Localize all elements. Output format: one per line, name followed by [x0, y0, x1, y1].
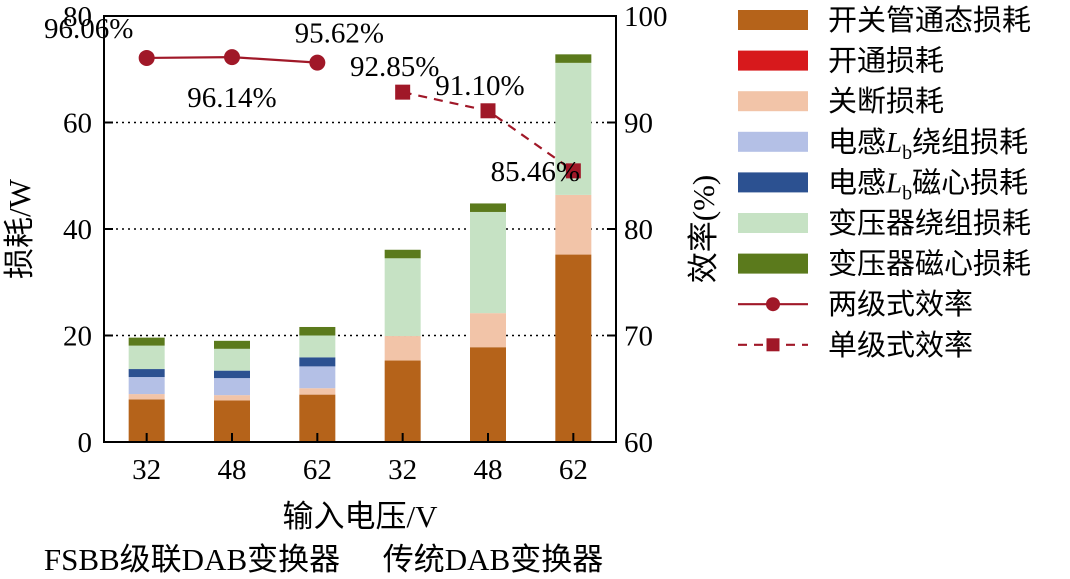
bar-segment-s5-c4	[470, 211, 506, 314]
bar-segment-s2-c1	[214, 395, 250, 401]
bar-segment-s6-c2	[299, 326, 336, 336]
legend-swatch-6	[738, 253, 808, 274]
bar-segment-s4-c0	[128, 369, 165, 378]
legend-label-1: 开通损耗	[828, 45, 944, 78]
bar-segment-s0-c4	[470, 347, 506, 442]
efficiency-data-label: 96.06%	[44, 13, 133, 45]
bar-segment-s2-c2	[299, 388, 336, 395]
legend-label-3: 电感Lb绕组损耗	[828, 126, 1028, 164]
x-tick-label: 62	[559, 454, 588, 486]
grid-lines	[104, 121, 616, 337]
bar-segment-s2-c0	[128, 394, 165, 400]
efficiency-data-label: 91.10%	[435, 70, 524, 102]
y-tick-label-right: 70	[624, 321, 653, 353]
bar-segment-s2-c4	[470, 313, 506, 348]
bar-segment-s3-c2	[299, 366, 336, 389]
bar-segment-s6-c1	[214, 340, 250, 349]
y-tick-label-left: 40	[63, 214, 92, 246]
efficiency-data-label: 85.46%	[491, 156, 580, 188]
y-tick-label-right: 90	[624, 108, 653, 140]
efficiency-data-label: 96.14%	[187, 82, 276, 114]
bar-segment-s6-c5	[555, 54, 592, 63]
bar-segment-s5-c0	[128, 345, 165, 370]
legend-swatch-2	[738, 91, 808, 112]
x-tick-label: 32	[388, 454, 417, 486]
y-tick-label-left: 0	[78, 427, 93, 459]
x-tick-label: 32	[132, 454, 161, 486]
bar-segment-s0-c5	[555, 254, 592, 442]
legend-label-8: 单级式效率	[828, 329, 973, 362]
y-tick-label-left: 80	[63, 1, 92, 33]
bar-segment-s4-c1	[214, 370, 250, 379]
y-axis-label-left: 损耗/W	[2, 178, 37, 279]
bar-segment-s3-c0	[128, 377, 165, 395]
efficiency-data-label: 95.62%	[295, 18, 384, 50]
x-tick-label: 62	[303, 454, 332, 486]
efficiency-point-0-2	[309, 54, 326, 71]
y-tick-label-left: 60	[63, 108, 92, 140]
legend-swatch-0	[738, 10, 808, 30]
bar-segment-s6-c3	[384, 249, 421, 259]
group-label-fsbb: FSBB级联DAB变换器	[44, 542, 340, 577]
bar-segment-s5-c2	[299, 335, 336, 358]
legend-swatch-3	[738, 131, 808, 152]
bar-segment-s6-c4	[470, 203, 506, 212]
efficiency-point-1-1	[480, 103, 496, 119]
bar-segment-s5-c1	[214, 348, 250, 371]
legend-label-5: 变压器绕组损耗	[828, 207, 1031, 240]
bar-segment-s2-c3	[384, 336, 421, 361]
y-axis-label-right: 效率(%)	[686, 175, 721, 283]
efficiency-point-1-2	[565, 163, 581, 179]
bar-segment-s5-c3	[384, 258, 421, 337]
legend-swatch-4	[738, 172, 808, 193]
y-tick-label-right: 100	[624, 1, 668, 33]
efficiency-data-label: 92.85%	[350, 51, 439, 83]
efficiency-lines: 96.06% 96.14% 95.62%92.85%91.10% 85.46%	[44, 13, 581, 188]
bar-segment-s2-c5	[555, 194, 592, 255]
legend-marker-8	[766, 338, 780, 352]
legend-marker-7	[766, 297, 780, 312]
legend: 开关管通态损耗开通损耗关断损耗电感Lb绕组损耗电感Lb磁心损耗变压器绕组损耗变压…	[738, 4, 1031, 362]
legend-label-0: 开关管通态损耗	[828, 4, 1031, 37]
y-tick-label-left: 20	[63, 321, 92, 353]
legend-label-2: 关断损耗	[828, 85, 944, 118]
legend-swatch-5	[738, 213, 808, 233]
x-tick-label: 48	[474, 454, 503, 486]
x-tick-label: 48	[218, 454, 247, 486]
efficiency-point-0-1	[224, 49, 240, 66]
axes: 0 20 40 60 80 60 70 80 90 100 32 48 62 32 48 62	[63, 1, 668, 486]
legend-label-4: 电感Lb磁心损耗	[828, 166, 1028, 204]
efficiency-point-1-0	[395, 84, 411, 100]
legend-label-6: 变压器磁心损耗	[828, 248, 1031, 281]
efficiency-point-0-0	[138, 49, 155, 66]
y-tick-label-right: 60	[624, 427, 653, 459]
bar-segment-s6-c0	[128, 337, 165, 346]
bar-segment-s4-c2	[299, 357, 336, 367]
bar-segment-s0-c3	[384, 360, 421, 442]
x-axis-label: 输入电压/V	[283, 499, 439, 534]
group-label-dab: 传统DAB变换器	[383, 542, 603, 577]
y-tick-label-right: 80	[624, 214, 653, 246]
legend-swatch-1	[738, 50, 808, 71]
bar-segment-s3-c1	[214, 378, 250, 396]
legend-label-7: 两级式效率	[828, 288, 973, 321]
